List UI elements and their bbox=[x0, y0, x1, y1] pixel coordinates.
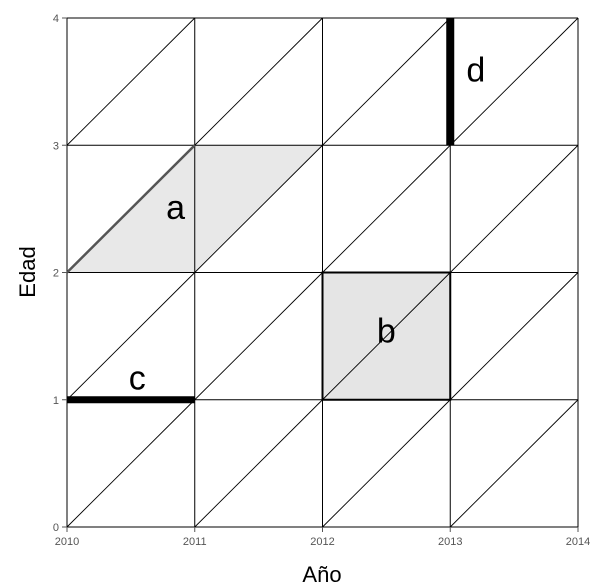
region-outlines bbox=[66, 18, 455, 404]
lifeline-diagonal bbox=[194, 399, 323, 528]
y-tick-label: 4 bbox=[53, 13, 59, 25]
lifeline-diagonal bbox=[66, 272, 196, 401]
lifeline-diagonal bbox=[66, 399, 196, 528]
lifeline-diagonal bbox=[194, 144, 323, 273]
x-axis-title: Año bbox=[302, 562, 341, 587]
y-tick-label: 1 bbox=[53, 395, 59, 407]
lifeline-diagonal bbox=[449, 17, 579, 146]
y-tick-label: 3 bbox=[53, 140, 59, 152]
lifeline-diagonal bbox=[322, 17, 451, 146]
region-label-c: c bbox=[129, 360, 146, 398]
lifeline-diagonal bbox=[449, 144, 579, 273]
region-label-b: b bbox=[377, 312, 396, 350]
y-axis-ticks: 0 1 2 3 4 bbox=[53, 13, 67, 534]
y-tick-label: 0 bbox=[53, 522, 59, 534]
y-tick-label: 2 bbox=[53, 268, 59, 280]
lifeline-diagonal bbox=[322, 144, 451, 273]
region-label-d: d bbox=[466, 52, 485, 90]
x-tick-label: 2011 bbox=[183, 536, 207, 548]
lifeline-diagonal bbox=[194, 17, 323, 146]
lifeline-diagonal bbox=[449, 399, 579, 528]
y-axis-title: Edad bbox=[15, 246, 40, 297]
region-b-outline bbox=[321, 271, 452, 401]
x-tick-label: 2014 bbox=[566, 536, 590, 548]
region-label-a: a bbox=[166, 189, 185, 227]
x-tick-label: 2010 bbox=[55, 536, 79, 548]
region-a-edge bbox=[66, 144, 196, 274]
x-axis-ticks: 2010 2011 2012 2013 2014 bbox=[55, 527, 590, 548]
x-tick-label: 2013 bbox=[438, 536, 462, 548]
lifeline-diagonal bbox=[322, 399, 451, 528]
region-labels: a b c d bbox=[129, 52, 485, 398]
lifeline-diagonal bbox=[322, 272, 451, 401]
x-tick-label: 2012 bbox=[310, 536, 334, 548]
lifeline-diagonal bbox=[66, 17, 196, 146]
lifeline-diagonal bbox=[194, 272, 323, 401]
lifeline-diagonal bbox=[449, 272, 579, 401]
